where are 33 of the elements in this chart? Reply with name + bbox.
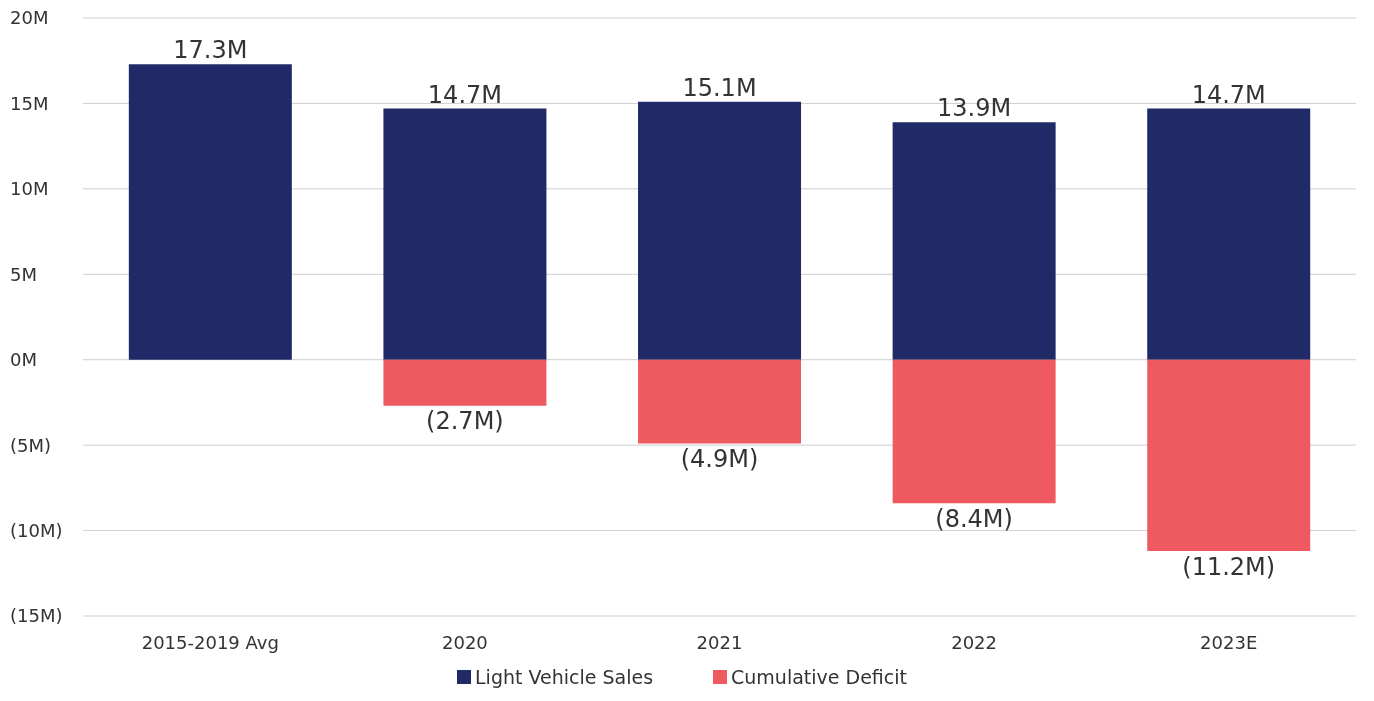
bar: [892, 359, 1056, 504]
data-label: 14.7M: [427, 80, 503, 109]
bar: [383, 108, 547, 360]
data-label: 17.3M: [173, 36, 248, 65]
legend-label: Cumulative Deficit: [730, 666, 907, 688]
data-label: (11.2M): [1182, 552, 1276, 581]
x-tick-label: 2021: [696, 631, 743, 653]
bar: [128, 64, 292, 360]
y-tick-label: 20M: [10, 7, 49, 29]
x-tick-label: 2015-2019 Avg: [141, 631, 279, 653]
x-tick-label: 2022: [951, 631, 998, 653]
y-tick-label: 15M: [10, 92, 49, 114]
bar: [1147, 108, 1311, 360]
bar: [638, 359, 802, 444]
bar: [892, 122, 1056, 360]
y-tick-label: 5M: [10, 263, 37, 285]
data-label: 15.1M: [682, 73, 757, 102]
data-label: 13.9M: [937, 94, 1012, 123]
bar: [383, 359, 547, 406]
y-tick-label: (15M): [10, 605, 63, 627]
data-label: (2.7M): [426, 407, 504, 436]
data-label: (8.4M): [935, 504, 1013, 533]
data-label: 14.7M: [1191, 80, 1266, 109]
x-tick-label: 2020: [441, 631, 488, 653]
legend-label: Light Vehicle Sales: [474, 666, 654, 688]
data-label: (4.9M): [680, 445, 759, 474]
y-tick-label: (10M): [10, 519, 63, 541]
bar: [638, 101, 802, 360]
x-tick-label: 2023E: [1200, 631, 1258, 653]
y-tick-label: 10M: [10, 178, 49, 200]
y-tick-label: (5M): [10, 434, 52, 456]
y-tick-label: 0M: [10, 349, 37, 371]
bar: [1147, 359, 1311, 552]
